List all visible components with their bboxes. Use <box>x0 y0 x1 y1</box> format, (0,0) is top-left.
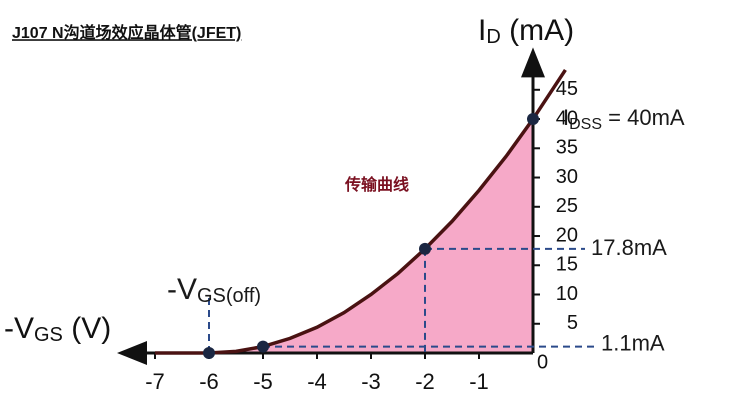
key-point <box>203 347 215 359</box>
x-label-sub: GS <box>34 324 63 346</box>
x-tick-label: -5 <box>253 369 273 394</box>
annotation-part: 1.1mA <box>601 330 665 355</box>
y-label-part: I <box>478 14 486 47</box>
y-label-part: (mA) <box>501 14 574 47</box>
y-tick-label: 30 <box>556 166 578 188</box>
annotation-part: -V <box>167 273 197 306</box>
x-tick-label: -4 <box>307 369 327 394</box>
y-tick-label: 40 <box>556 107 578 129</box>
y-tick-label: 5 <box>567 312 578 334</box>
y-tick-label: 25 <box>556 195 578 217</box>
key-point <box>257 340 269 353</box>
annotation: 1.1mA <box>601 330 665 355</box>
x-axis-label: -VGS (V) <box>4 312 111 346</box>
curve <box>155 68 567 355</box>
y-tick-label: 15 <box>556 254 578 276</box>
key-point <box>527 113 539 126</box>
annotation: IDSS = 40mA <box>563 105 685 133</box>
key-point <box>419 242 431 255</box>
annotation-part: = 40mA <box>602 105 685 130</box>
x-tick-label: -6 <box>199 369 219 394</box>
x-tick-label: -2 <box>415 369 435 394</box>
x-label-part: (V) <box>63 312 111 345</box>
curve-label: 传输曲线 <box>344 175 409 194</box>
x-tick-label: -7 <box>145 369 165 394</box>
annotation: 17.8mA <box>591 235 667 260</box>
x-tick-label: -3 <box>361 369 381 394</box>
annotation-sub: DSS <box>569 116 602 133</box>
area-fill <box>155 119 533 353</box>
annotation-sub: GS(off) <box>197 285 261 307</box>
x-label-part: -V <box>4 312 34 345</box>
origin-label: 0 <box>537 351 548 373</box>
chart-title: J107 N沟道场效应晶体管(JFET) <box>12 23 241 42</box>
y-label-sub: D <box>486 26 500 48</box>
y-tick-label: 20 <box>556 224 578 246</box>
annotation-part: I <box>563 105 569 130</box>
annotation-part: 17.8mA <box>591 235 667 260</box>
y-tick-label: 35 <box>556 137 578 159</box>
annotation: -VGS(off) <box>167 273 261 307</box>
y-axis-label: ID (mA) <box>478 14 574 48</box>
y-tick-label: 45 <box>556 78 578 100</box>
y-tick-label: 10 <box>556 283 578 305</box>
x-tick-label: -1 <box>469 369 489 394</box>
